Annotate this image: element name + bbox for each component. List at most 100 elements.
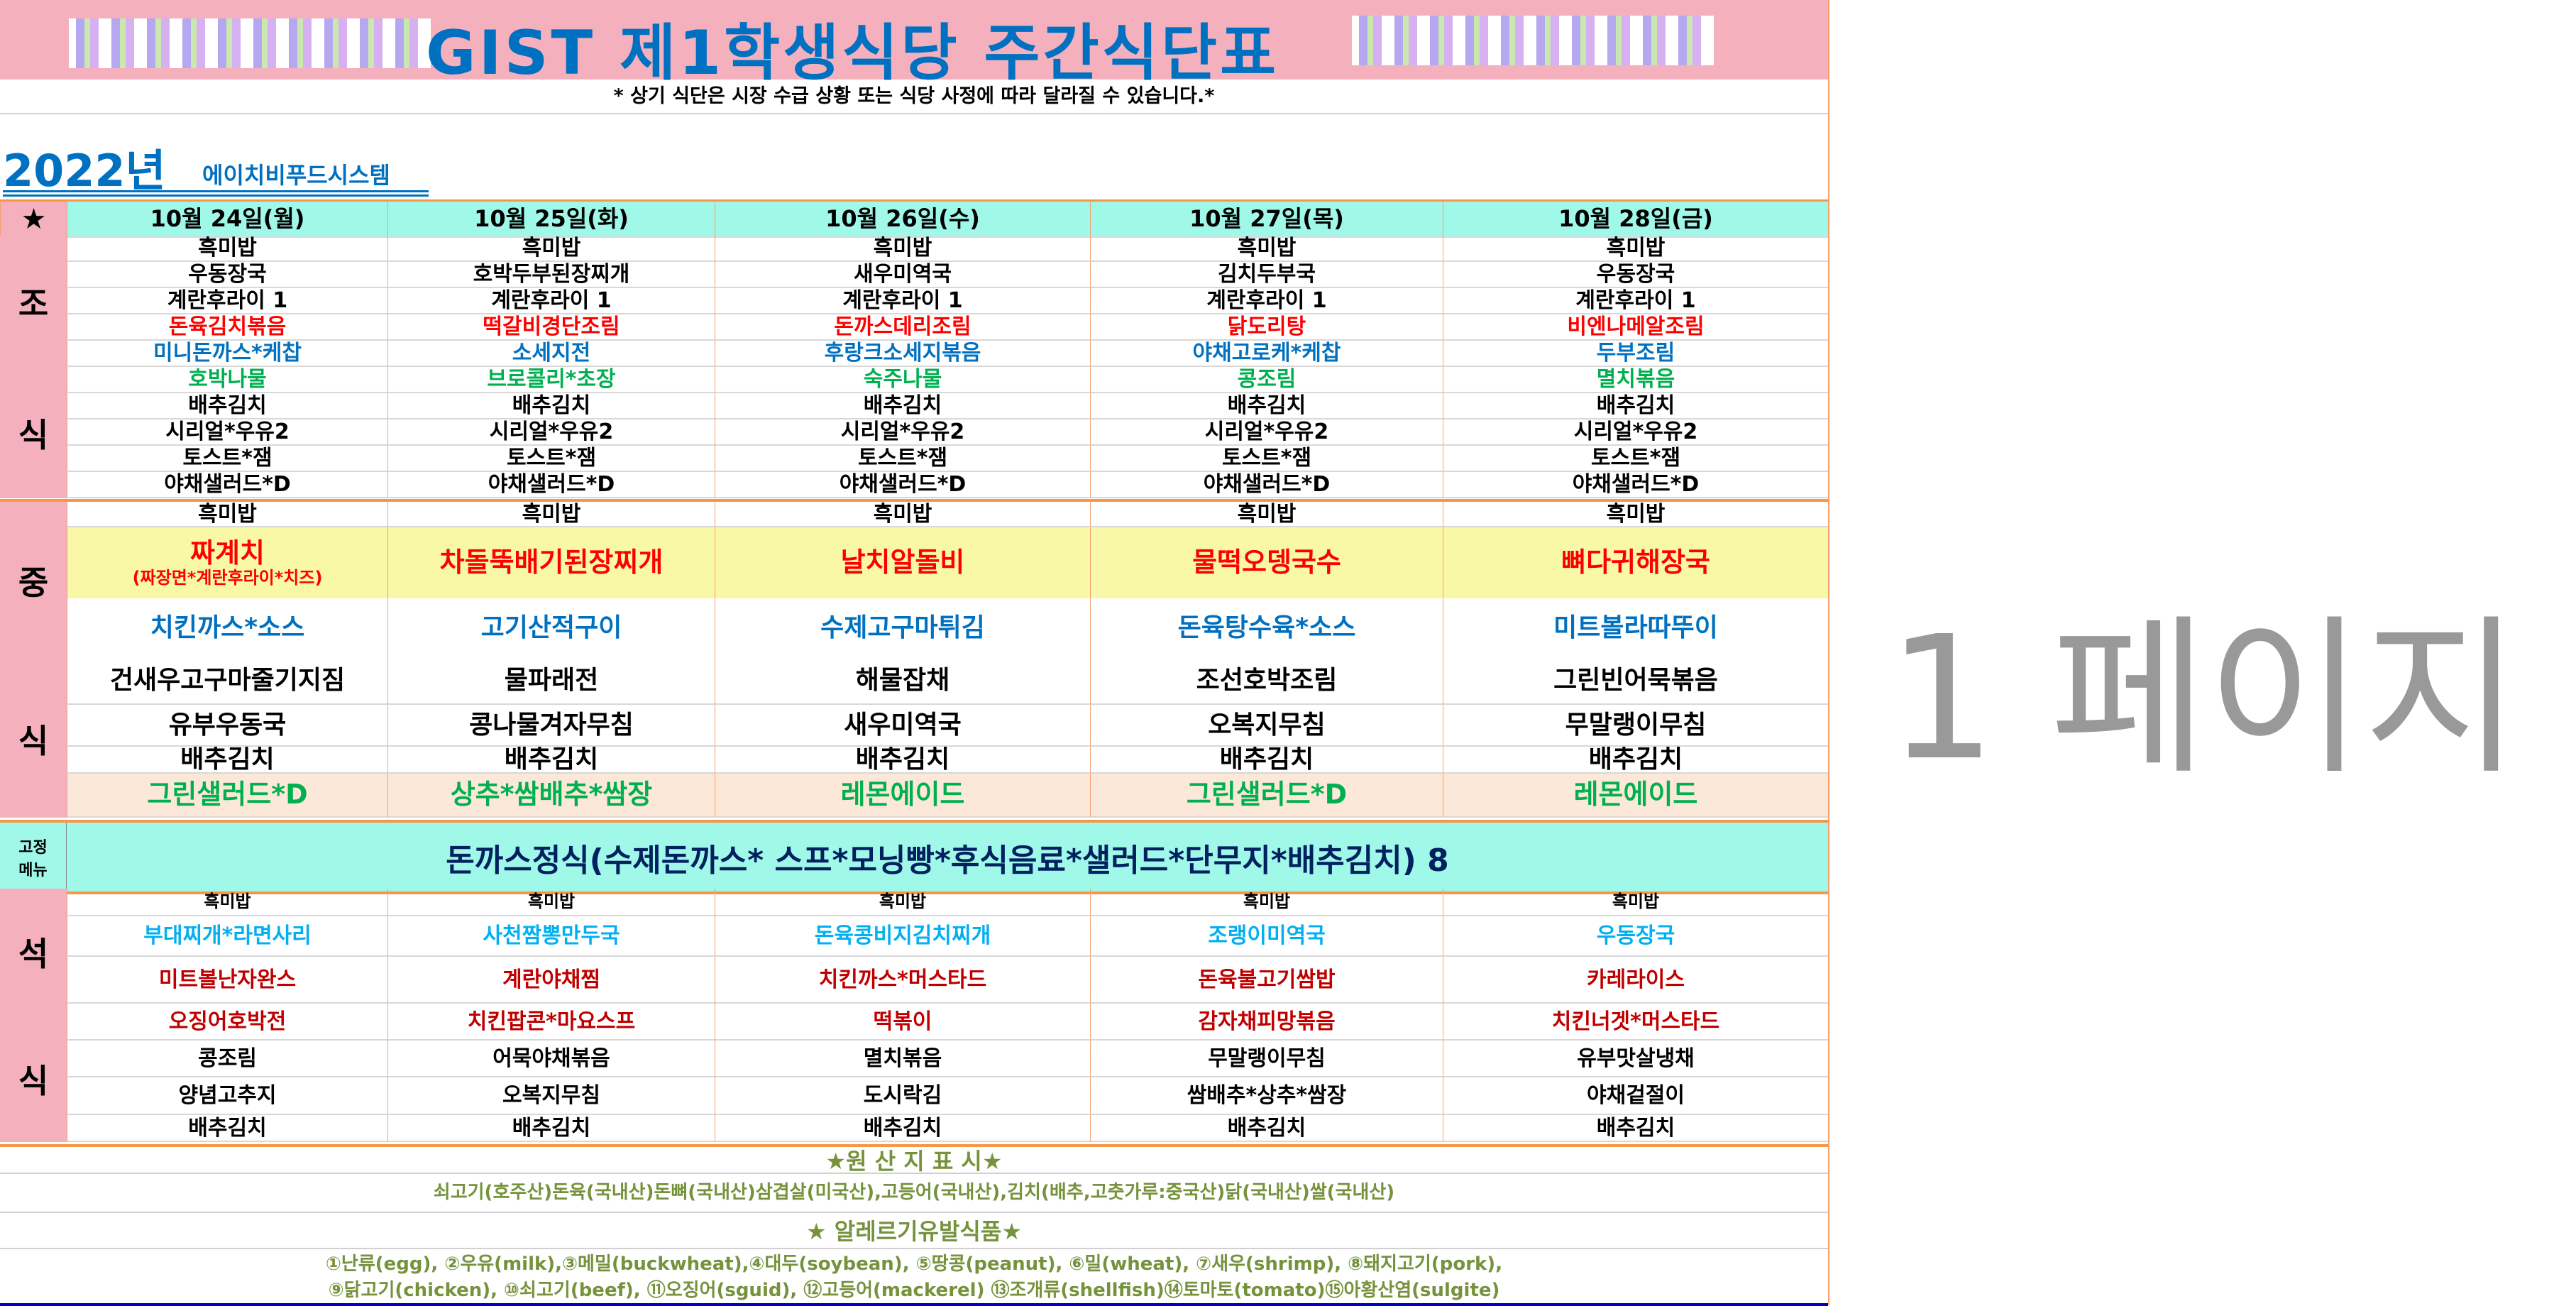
menu-item: 돈육불고기쌈밥 <box>1198 967 1336 992</box>
menu-item-cell: 흑미밥 <box>67 236 387 262</box>
menu-item-cell: 카레라이스 <box>1443 957 1828 1004</box>
menu-item-cell: 흑미밥 <box>1090 889 1443 916</box>
menu-item: 야채고로케*케찹 <box>1192 341 1341 366</box>
menu-item: 오징어호박전 <box>168 1009 287 1034</box>
menu-item-cell: 흑미밥 <box>67 889 387 916</box>
menu-item: 배추김치 <box>863 1115 942 1141</box>
menu-item-cell: 흑미밥 <box>1443 502 1828 527</box>
menu-item: 흑미밥 <box>522 502 581 527</box>
menu-item-cell: 떡볶이 <box>715 1004 1090 1041</box>
menu-item: 어묵야채볶음 <box>492 1046 610 1071</box>
menu-item-cell: 호박두부된장찌개 <box>387 262 715 288</box>
menu-item-cell: 레몬에이드 <box>715 774 1090 818</box>
menu-item: 카레라이스 <box>1587 967 1685 992</box>
menu-item: 돈육김치볶음 <box>168 314 287 339</box>
menu-item: 시리얼*우유2 <box>840 419 965 444</box>
menu-item: 조선호박조림 <box>1196 666 1338 696</box>
menu-item-cell: 흑미밥 <box>715 236 1090 262</box>
menu-item: 사천짬뽕만두국 <box>483 923 620 948</box>
day-header: 10월 24일(월) <box>67 202 387 238</box>
lunch-section: 중 식 흑미밥 흑미밥 흑미밥 흑미밥 흑미밥 짜계치 (짜장면*계란후라이*치즈) 차돌뚝배기된… <box>0 499 1828 818</box>
menu-item: 떡볶이 <box>873 1009 932 1034</box>
menu-item: 닭도리탕 <box>1227 314 1306 339</box>
corner-star: ★ <box>0 202 67 238</box>
menu-item: 고기산적구이 <box>480 613 622 643</box>
menu-item: 계란후라이 1 <box>1575 288 1696 313</box>
menu-item: 흑미밥 <box>1606 502 1666 527</box>
menu-item-cell: 토스트*잼 <box>1090 446 1443 472</box>
menu-item-cell: 치킨팝콘*마요스프 <box>387 1004 715 1041</box>
menu-item-cell: 건새우고구마줄기지짐 <box>67 658 387 705</box>
menu-item-cell: 배추김치 <box>387 393 715 419</box>
menu-item: 시리얼*우유2 <box>489 419 614 444</box>
menu-item-cell: 콩나물겨자무침 <box>387 705 715 747</box>
menu-item: 시리얼*우유2 <box>165 419 290 444</box>
menu-item: 토스트*잼 <box>1221 446 1312 471</box>
menu-item: 오복지무침 <box>502 1083 600 1108</box>
menu-item: 콩조림 <box>198 1046 257 1071</box>
menu-item-cell: 사천짬뽕만두국 <box>387 916 715 957</box>
menu-item-cell: 떡갈비경단조림 <box>387 314 715 341</box>
menu-item-cell: 닭도리탕 <box>1090 314 1443 341</box>
menu-item: 배추김치 <box>188 393 267 418</box>
day-header-row: ★ 10월 24일(월) 10월 25일(화) 10월 26일(수) 10월 27일(목… <box>0 199 1828 238</box>
day-header: 10월 25일(화) <box>387 202 715 238</box>
menu-item-cell: 새우미역국 <box>715 705 1090 747</box>
menu-item-cell: 배추김치 <box>1090 747 1443 774</box>
menu-item: 배추김치 <box>512 1115 591 1141</box>
menu-item: 날치알돌비 <box>840 547 965 578</box>
menu-item-cell: 비엔나메알조림 <box>1443 314 1828 341</box>
menu-item: 쌈배추*상추*쌈장 <box>1187 1083 1347 1108</box>
fixed-menu-row: 고정 메뉴 돈까스정식(수제돈까스* 스프*모닝빵*후식음료*샐러드*단무지*배추… <box>0 820 1828 894</box>
menu-item-cell: 오징어호박전 <box>67 1004 387 1041</box>
menu-item: 흑미밥 <box>204 891 251 912</box>
menu-item: 건새우고구마줄기지짐 <box>109 666 346 696</box>
menu-item-cell: 시리얼*우유2 <box>715 419 1090 446</box>
menu-item-cell: 계란후라이 1 <box>715 288 1090 314</box>
menu-item-cell: 무말랭이무침 <box>1443 705 1828 747</box>
menu-item-cell: 뼈다귀해장국 <box>1443 527 1828 598</box>
menu-item-cell: 그린샐러드*D <box>1090 774 1443 818</box>
menu-item-cell: 배추김치 <box>1443 393 1828 419</box>
menu-item: 야채겉절이 <box>1587 1083 1685 1108</box>
menu-item-cell: 브로콜리*초장 <box>387 367 715 393</box>
menu-item-cell: 소세지전 <box>387 341 715 367</box>
dinner-section: 석 식 흑미밥 흑미밥 흑미밥 흑미밥 흑미밥 부대찌개*라면사리 사천짬뽕만두국 돈육콩비지김치… <box>0 889 1828 1142</box>
menu-item: 무말랭이무침 <box>1208 1046 1326 1071</box>
menu-item-cell: 유부맛살냉채 <box>1443 1041 1828 1077</box>
menu-item-cell: 돈육김치볶음 <box>67 314 387 341</box>
menu-item-cell: 흑미밥 <box>715 502 1090 527</box>
day-header: 10월 28일(금) <box>1443 202 1828 238</box>
menu-item: 흑미밥 <box>1237 236 1297 260</box>
menu-item: 조랭이미역국 <box>1208 923 1326 948</box>
menu-item-cell: 돈까스데리조림 <box>715 314 1090 341</box>
menu-item: 치킨까스*머스타드 <box>818 967 987 992</box>
menu-item-cell: 배추김치 <box>715 747 1090 774</box>
menu-item: 우동장국 <box>1596 262 1675 287</box>
menu-item-cell: 계란후라이 1 <box>67 288 387 314</box>
menu-item: 배추김치 <box>1227 1115 1306 1141</box>
menu-item-cell: 쌈배추*상추*쌈장 <box>1090 1077 1443 1115</box>
allergy-line: ①난류(egg), ②우유(milk),③메밀(buckwheat),④대두(s… <box>325 1253 1503 1275</box>
menu-item: 배추김치 <box>188 1115 267 1141</box>
menu-item: 야채샐러드*D <box>1203 472 1331 497</box>
menu-item-cell: 돈육불고기쌈밥 <box>1090 957 1443 1004</box>
label-char: 중 <box>18 564 49 603</box>
menu-item-cell: 레몬에이드 <box>1443 774 1828 818</box>
menu-item: 흑미밥 <box>1612 891 1660 912</box>
menu-item-cell: 흑미밥 <box>1090 236 1443 262</box>
menu-item: 물파래전 <box>504 666 599 696</box>
menu-item: 야채샐러드*D <box>1572 472 1700 497</box>
menu-item-cell: 흑미밥 <box>1443 236 1828 262</box>
menu-item-cell: 돈육콩비지김치찌개 <box>715 916 1090 957</box>
menu-item: 돈까스데리조림 <box>834 314 971 339</box>
menu-item-cell: 흑미밥 <box>67 502 387 527</box>
menu-item-cell: 그린샐러드*D <box>67 774 387 818</box>
menu-item-cell: 배추김치 <box>67 1115 387 1142</box>
menu-item: 멸치볶음 <box>1596 367 1675 392</box>
menu-item-cell: 시리얼*우유2 <box>67 419 387 446</box>
menu-item: 흑미밥 <box>198 236 257 260</box>
